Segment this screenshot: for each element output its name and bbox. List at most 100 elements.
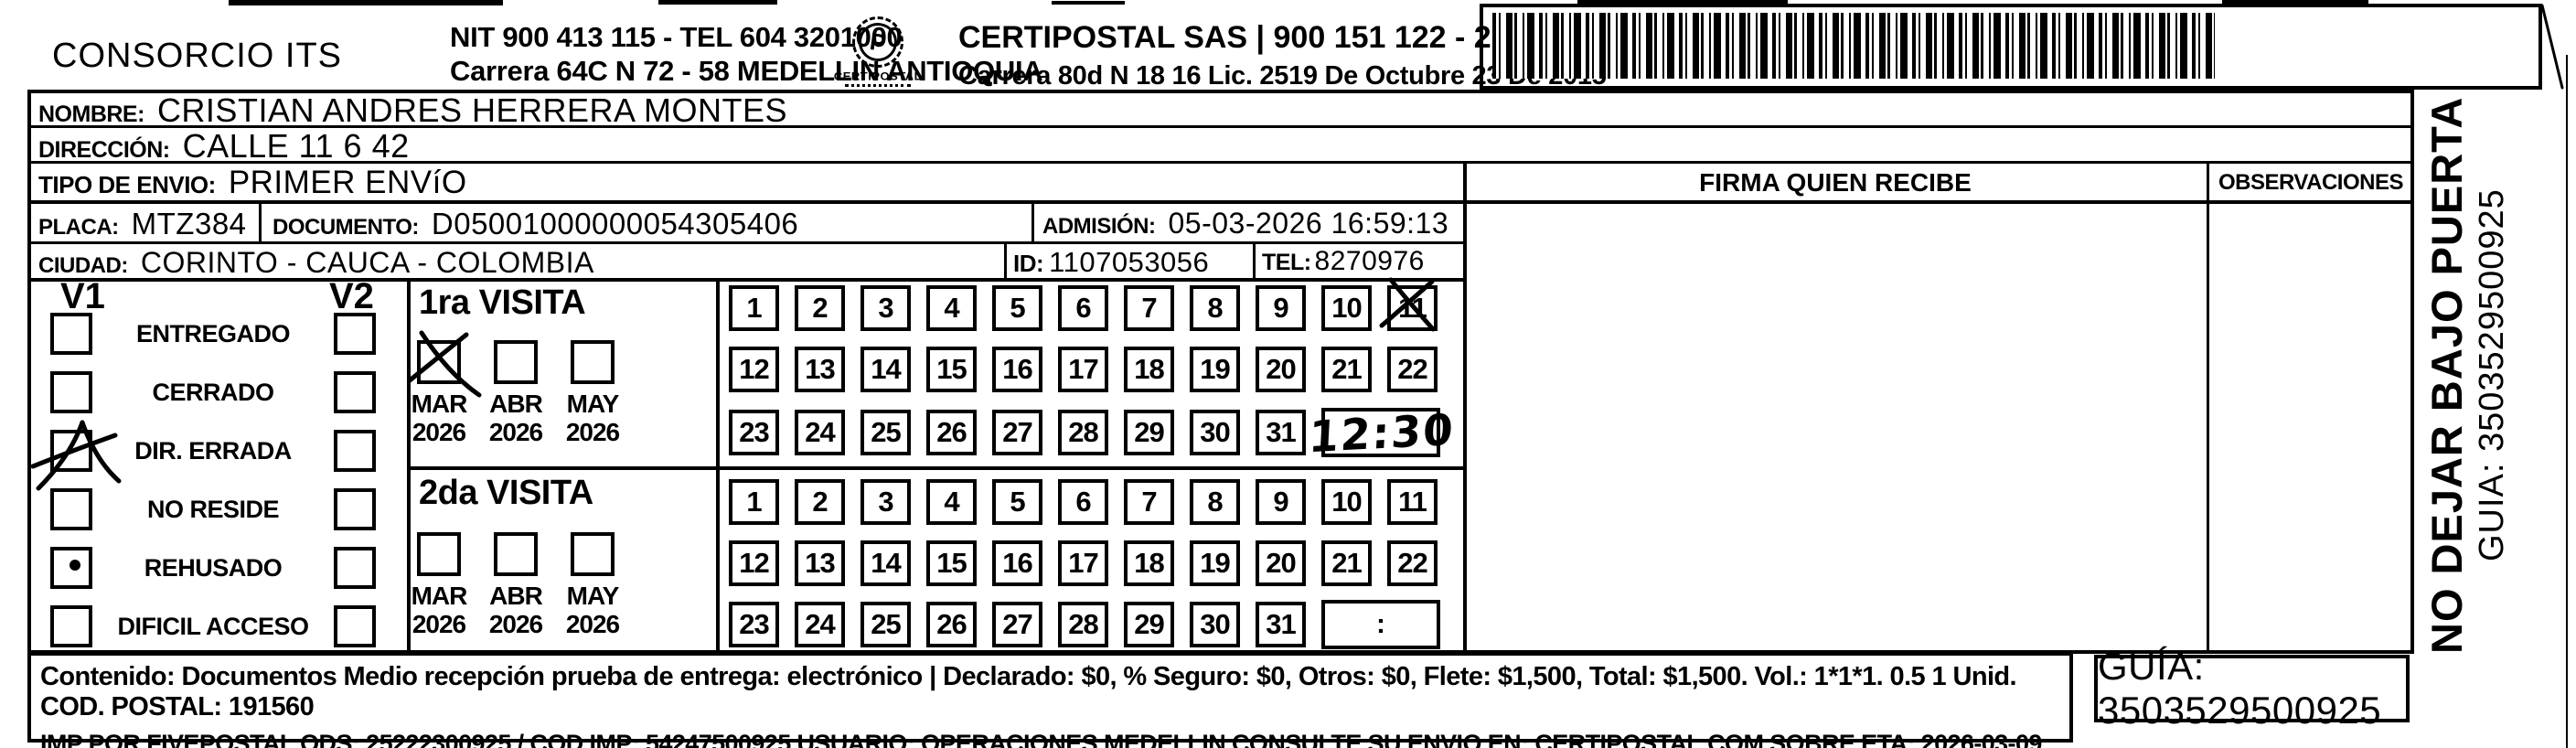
tel-value: 8270976 (1314, 246, 1425, 276)
nombre-value: CRISTIAN ANDRES HERRERA MONTES (156, 91, 788, 129)
day-cell: 22 (1387, 540, 1438, 586)
no-dejar-bajo-puerta-note: NO DEJAR BAJO PUERTA (2422, 96, 2471, 654)
id-label: ID: (1013, 250, 1044, 277)
day-cell: 31 (1256, 602, 1306, 647)
day-cell: 18 (1124, 347, 1174, 392)
v1-checkbox (50, 547, 92, 589)
visit2-months: MAR 2026 ABR 2026 MAY 2026 (410, 532, 622, 638)
day-cell: 17 (1058, 540, 1108, 586)
day-cell: 21 (1321, 540, 1372, 586)
day-cell: 31 (1256, 410, 1306, 455)
status-option-row: ENTREGADO (50, 313, 376, 355)
month-year: 2026 (488, 610, 543, 638)
id-value: 1107053056 (1049, 246, 1210, 278)
status-options: ENTREGADO CERRADO DIR. ERRADA NO RESIDE … (50, 313, 376, 664)
logo-caption: CERTIPOSTAL (833, 69, 923, 83)
month-name: MAR (411, 582, 468, 610)
day-cell: 20 (1256, 540, 1306, 586)
day-cell: 12 (729, 347, 779, 392)
table-line (2207, 161, 2209, 654)
day-cell: 7 (1124, 479, 1174, 525)
visit1-days-row1: 1 2 3 4 5 6 7 8 9 10 11 (729, 285, 1438, 331)
v2-checkbox (334, 430, 376, 472)
day-cell: 30 (1190, 602, 1240, 647)
day-cell: 4 (926, 479, 977, 525)
ciudad-label: CIUDAD: (38, 253, 128, 278)
v2-checkbox (334, 605, 376, 647)
day-cell: 13 (795, 347, 845, 392)
handwritten-time: 12:30 (1307, 404, 1457, 463)
month-option: ABR 2026 (486, 532, 545, 638)
day-cell: 3 (860, 479, 911, 525)
day-cell: 9 (1256, 285, 1306, 331)
status-option-row: NO RESIDE (50, 488, 376, 530)
day-cell: 23 (729, 602, 779, 647)
day-cell: 24 (795, 602, 845, 647)
placa-field: PLACA: MTZ384 (38, 207, 247, 241)
company-nit: NIT 900 413 115 - TEL 604 3201000 (450, 21, 903, 53)
month-option: MAR 2026 (410, 532, 468, 638)
nombre-label: NOMBRE: (38, 102, 144, 127)
month-option: MAY 2026 (563, 532, 622, 638)
logo-p-glyph: P (856, 20, 900, 64)
table-line (407, 466, 1463, 470)
tipo-envio-value: PRIMER ENVíO (228, 165, 467, 200)
day-cell: 9 (1256, 479, 1306, 525)
month-year: 2026 (412, 418, 466, 446)
v2-checkbox (334, 547, 376, 589)
table-line (1253, 241, 1256, 278)
day-cell: 28 (1058, 602, 1108, 647)
table-line (1004, 241, 1007, 278)
v2-column-label: V2 (329, 276, 374, 316)
visit1-title: 1ra VISITA (419, 283, 586, 322)
footer-text: Contenido: Documentos Medio recepción pr… (40, 662, 2052, 748)
scan-smudge (229, 0, 503, 5)
month-name: MAY (566, 390, 620, 418)
day-cell: 10 (1321, 479, 1372, 525)
status-option-row: CERRADO (50, 371, 376, 413)
day-cell: 26 (926, 410, 977, 455)
day-cell: 22 (1387, 347, 1438, 392)
visit1-days-row3: 23 24 25 26 27 28 29 30 31 (729, 408, 1440, 457)
table-line (27, 200, 2414, 204)
day-cell: 29 (1124, 410, 1174, 455)
day-cell: 8 (1190, 479, 1240, 525)
day-cell: 13 (795, 540, 845, 586)
barcode (1492, 13, 2215, 79)
day-cell: 16 (992, 540, 1042, 586)
day-cell: 3 (860, 285, 911, 331)
table-line (27, 125, 2414, 128)
status-option-row: REHUSADO (50, 547, 376, 589)
nombre-row: NOMBRE: CRISTIAN ANDRES HERRERA MONTES (38, 91, 787, 130)
status-option-label: NO RESIDE (146, 495, 280, 523)
month-name: MAY (566, 582, 620, 610)
documento-value: D05001000000054305406 (431, 207, 799, 240)
company-address: Carrera 64C N 72 - 58 MEDELLIN ANTIOQUIA (450, 55, 1043, 87)
table-line (27, 278, 1463, 282)
month-checkbox (417, 532, 461, 576)
v2-checkbox (334, 488, 376, 530)
month-checkbox (571, 340, 615, 384)
day-cell: 14 (860, 347, 911, 392)
day-cell: 23 (729, 410, 779, 455)
company-name: CONSORCIO ITS (52, 37, 343, 75)
scan-skew-mark (2540, 4, 2564, 90)
placa-label: PLACA: (38, 215, 119, 240)
status-option-label: DIFICIL ACCESO (117, 612, 309, 640)
guia-number-box: GUÍA: 3503529500925 (2094, 645, 2410, 732)
status-option-label: CERRADO (152, 378, 274, 406)
v1-column-label: V1 (60, 276, 105, 316)
barcode-box (1480, 4, 2542, 90)
v1-checkbox (50, 488, 92, 530)
visit1-days-row2: 12 13 14 15 16 17 18 19 20 21 22 (729, 347, 1438, 392)
direccion-row: DIRECCIÓN: CALLE 11 6 42 (38, 127, 410, 166)
carrier-name: CERTIPOSTAL SAS | 900 151 122 - 2 (958, 20, 1491, 55)
day-cell: 8 (1190, 285, 1240, 331)
visit2-title: 2da VISITA (419, 474, 593, 512)
day-cell: 11 (1387, 285, 1438, 331)
v2-checkbox (334, 313, 376, 355)
day-cell: 25 (860, 602, 911, 647)
admision-value: 05-03-2026 16:59:13 (1168, 207, 1449, 240)
day-cell: 1 (729, 479, 779, 525)
month-year: 2026 (488, 418, 543, 446)
